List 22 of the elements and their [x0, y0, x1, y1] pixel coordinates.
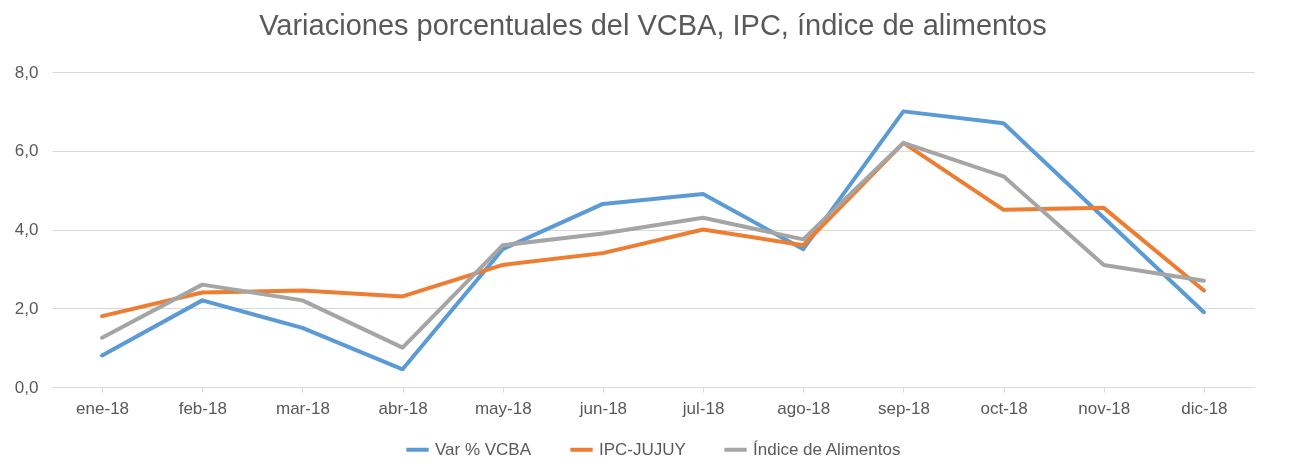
- x-tick-label: may-18: [474, 398, 532, 418]
- x-tick-label: sep-18: [877, 398, 930, 418]
- y-tick-label: 4,0: [14, 220, 39, 239]
- line-series: [100, 109, 1206, 372]
- y-tick-label: 0,0: [14, 377, 39, 397]
- y-tick-label: 8,0: [14, 62, 39, 82]
- y-tick-label: 2,0: [14, 298, 39, 318]
- x-tick-label: ago-18: [777, 398, 831, 418]
- legend-label: Índice de Alimentos: [753, 439, 901, 459]
- y-tick-label: 6,0: [14, 141, 39, 161]
- x-tick-label: nov-18: [1078, 398, 1131, 418]
- x-tick-label: dic-18: [1181, 398, 1228, 418]
- chart-title: Variaciones porcentuales del VCBA, IPC, índice de alimentos: [259, 9, 1047, 41]
- x-tick-label: jun-18: [578, 398, 628, 418]
- legend-label: IPC-JUJUY: [599, 439, 686, 459]
- legend-label: Var % VCBA: [435, 439, 532, 459]
- x-tick-label: abr-18: [378, 398, 428, 418]
- x-tick-label: mar-18: [275, 398, 330, 418]
- x-tick-label: oct-18: [980, 398, 1028, 418]
- x-tick-label: feb-18: [178, 398, 227, 418]
- x-tick-label: jul-18: [681, 398, 725, 418]
- x-tick-label: ene-18: [76, 398, 130, 418]
